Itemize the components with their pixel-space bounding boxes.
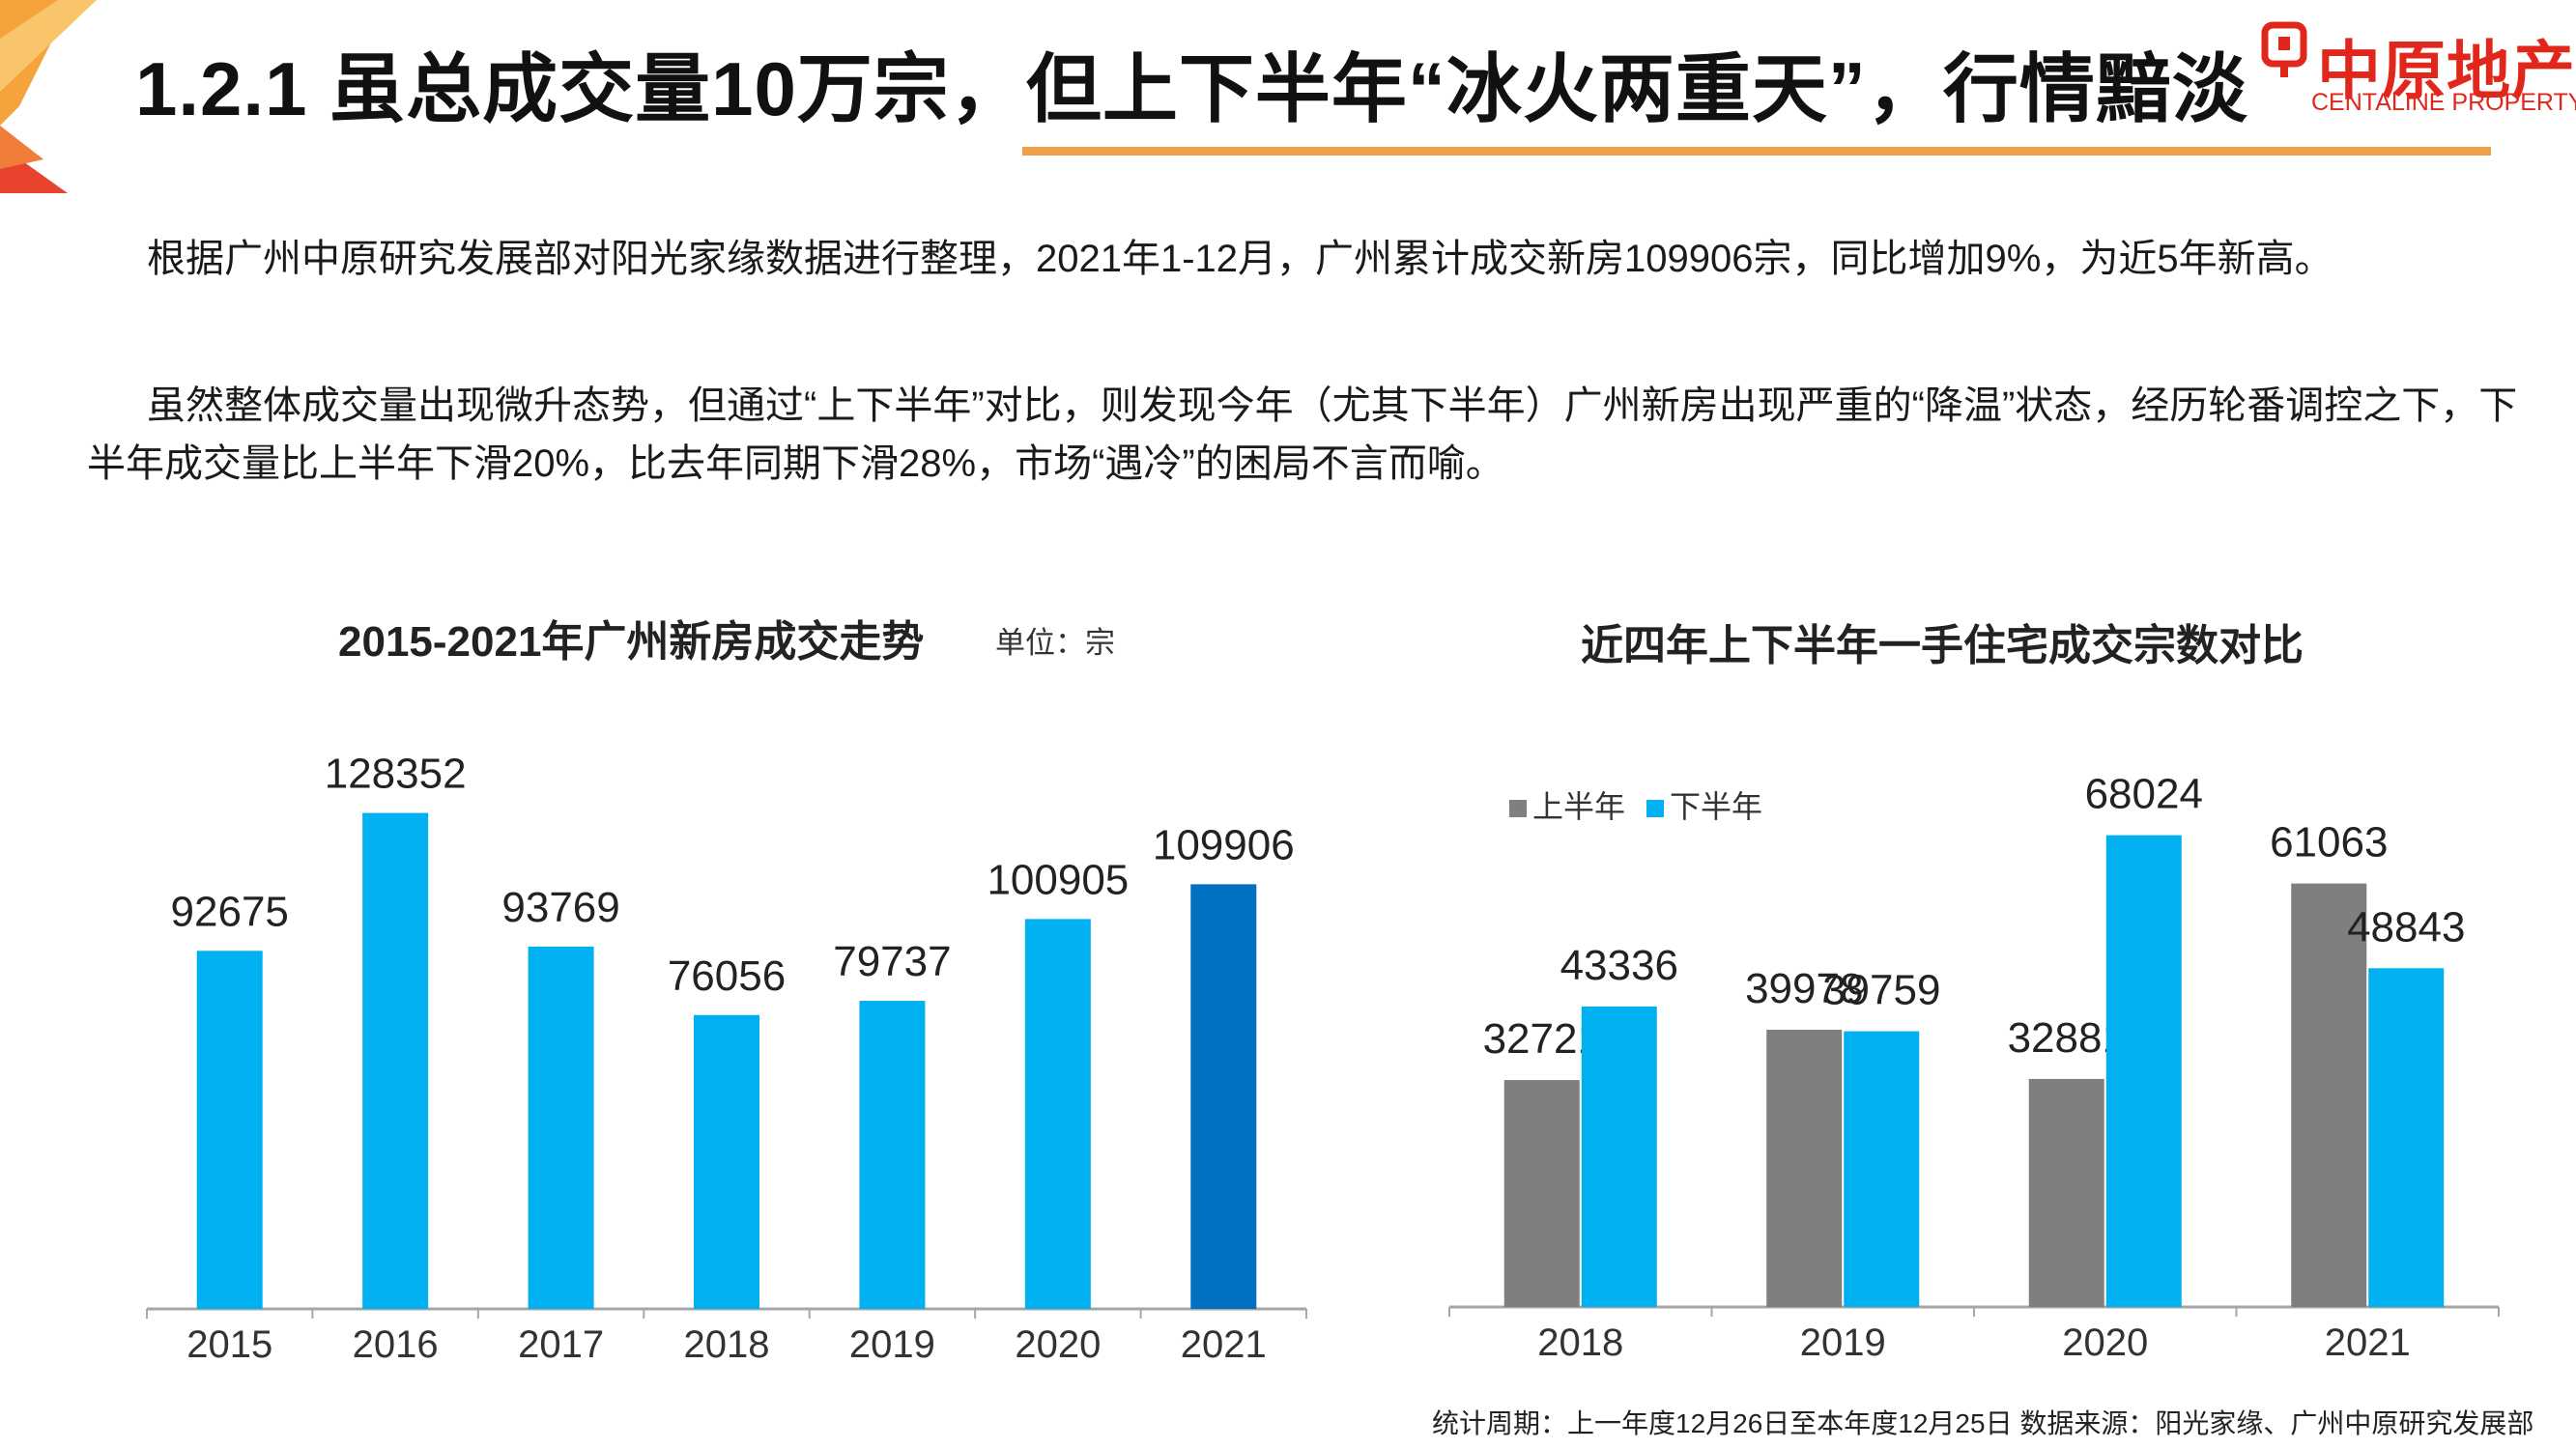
logo-english: CENTALINE PROPERTY	[2311, 89, 2576, 116]
chart1-tick-2021: 2021	[1181, 1323, 1267, 1366]
logo-chinese: 中原地产	[2317, 35, 2576, 106]
chart1-bar-chart: 92675 2015 128352 2016 93769 2017 76056 2018 797…	[146, 751, 1307, 1366]
chart1-bar-2018	[694, 1014, 759, 1309]
corner-decoration	[0, 0, 97, 193]
chart2-bar-2020-1	[2105, 835, 2182, 1307]
logo-icon	[2261, 21, 2307, 77]
chart1-value-label-2017: 93769	[501, 884, 619, 931]
chart2-bar-2018-0	[1503, 1080, 1580, 1307]
footnote: 统计周期：上一年度12月26日至本年度12月25日 数据来源：阳光家缘、广州中原…	[1432, 1408, 2534, 1438]
chart1-title: 2015-2021年广州新房成交走势	[338, 618, 925, 666]
title-underline	[1022, 147, 2491, 156]
paragraph-2: 虽然整体成交量出现微升态势，但通过“上下半年”对比，则发现今年（尤其下半年）广州…	[87, 384, 2518, 485]
chart2-value-label-2018-0: 32721	[1483, 1015, 1601, 1063]
chart2-value-label-2020-0: 32881	[2008, 1014, 2126, 1062]
chart1-tick-2018: 2018	[684, 1323, 770, 1366]
company-logo: 中原地产 CENTALINE PROPERTY	[2251, 15, 2576, 122]
chart2-legend-label-1: 下半年	[1670, 789, 1762, 824]
chart1-bar-2015	[196, 951, 263, 1309]
chart1-value-label-2018: 76056	[668, 952, 786, 1000]
chart1-bar-2020	[1024, 919, 1091, 1309]
chart1-unit: 单位：宗	[995, 626, 1115, 660]
chart2-value-label-2021-0: 61063	[2270, 819, 2388, 867]
chart2-legend-swatch-1	[1646, 800, 1664, 817]
chart2-bar-2021-1	[2368, 968, 2445, 1307]
chart2-tick-2021: 2021	[2325, 1321, 2411, 1364]
chart1-value-label-2016: 128352	[325, 751, 467, 798]
chart1-value-label-2015: 92675	[171, 888, 289, 935]
chart2-value-label-2019-0: 39978	[1745, 965, 1863, 1012]
chart1-tick-2015: 2015	[186, 1323, 272, 1366]
page-title: 1.2.1 虽总成交量10万宗，但上下半年“冰火两重天”，行情黯淡	[135, 46, 2248, 131]
chart1-tick-2020: 2020	[1015, 1323, 1101, 1366]
chart1-tick-2019: 2019	[849, 1323, 935, 1366]
chart2-tick-2019: 2019	[1800, 1321, 1886, 1364]
chart2-tick-2018: 2018	[1537, 1321, 1623, 1364]
chart2-value-label-2020-1: 68024	[2085, 771, 2203, 818]
chart1-bar-2021	[1190, 884, 1257, 1309]
chart1-bar-2019	[859, 1001, 926, 1309]
chart2-legend-swatch-0	[1509, 800, 1527, 817]
chart2-bar-2020-0	[2028, 1078, 2104, 1307]
chart1-value-label-2021: 109906	[1153, 821, 1295, 868]
chart1-bar-2017	[528, 946, 594, 1309]
chart2-value-label-2021-1: 48843	[2347, 903, 2465, 951]
chart1-value-label-2020: 100905	[987, 856, 1129, 903]
chart1-value-label-2019: 79737	[833, 938, 951, 985]
chart1-tick-2017: 2017	[518, 1323, 604, 1366]
chart2-bar-2019-1	[1844, 1031, 1920, 1307]
chart2-tick-2020: 2020	[2062, 1321, 2148, 1364]
chart2-title: 近四年上下半年一手住宅成交宗数对比	[1581, 622, 2304, 669]
chart2-bar-2019-0	[1766, 1029, 1843, 1307]
chart2-legend-label-0: 上半年	[1532, 789, 1625, 824]
paragraph-1: 根据广州中原研究发展部对阳光家缘数据进行整理，2021年1-12月，广州累计成交…	[147, 238, 2333, 280]
chart1-tick-2016: 2016	[353, 1323, 439, 1366]
chart2-bar-2018-1	[1581, 1006, 1657, 1307]
chart2-value-label-2019-1: 39759	[1822, 967, 1940, 1014]
chart2-bar-2021-0	[2291, 883, 2367, 1307]
chart1-bar-2016	[362, 812, 429, 1309]
chart2-value-label-2018-1: 43336	[1560, 942, 1678, 989]
